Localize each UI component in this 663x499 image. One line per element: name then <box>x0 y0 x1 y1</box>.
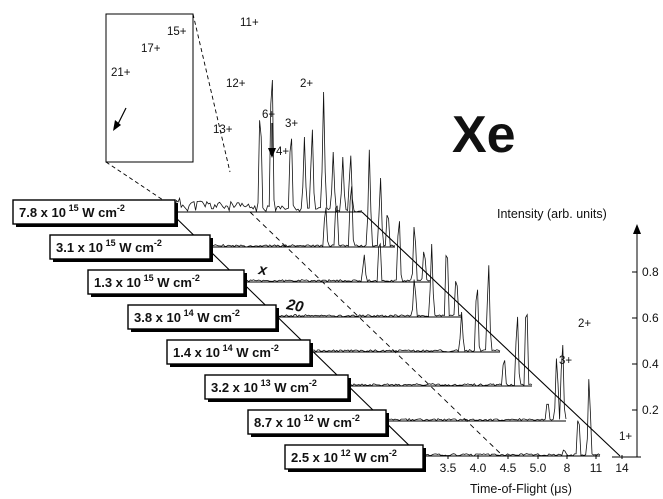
trace-marker-2: 20 <box>284 296 305 316</box>
peak-label-top-7: 2+ <box>300 78 313 90</box>
peak-label-bottom-1: 2+ <box>578 318 591 330</box>
spectrum-trace-5 <box>307 265 501 353</box>
y-tick-label-2: 0.4 <box>642 357 659 371</box>
peak-label-top-5: 3+ <box>285 118 298 130</box>
intensity-label-3: 1.3 x 10 15 W cm-2 <box>94 273 200 290</box>
spectrum-trace-4 <box>271 243 463 318</box>
inset-frame <box>105 13 194 163</box>
y-axis-arrow <box>633 224 641 234</box>
intensity-label-1: 7.8 x 10 15 W cm-2 <box>19 203 125 220</box>
label-box-4 <box>127 304 277 330</box>
intensity-label-6: 3.2 x 10 13 W cm-2 <box>211 378 317 395</box>
intensity-label-5: 1.4 x 10 14 W cm-2 <box>173 343 279 360</box>
label-box-3 <box>87 269 245 295</box>
inset-label-3: 15+ <box>167 26 187 38</box>
intensity-label-8: 2.5 x 10 12 W cm-2 <box>291 448 397 465</box>
x-tick-label-2: 4.0 <box>470 461 487 475</box>
x-tick-label-1: 3.5 <box>440 461 457 475</box>
spectrum-trace-6 <box>345 313 533 387</box>
peak-label-top-4: 6+ <box>262 109 275 121</box>
spectrum-trace-8 <box>419 379 601 457</box>
y-axis-title: Intensity (arb. units) <box>497 207 607 221</box>
x-tick-label-5: 8 <box>564 461 571 475</box>
x-tick-label-3: 4.5 <box>500 461 517 475</box>
label-box-1 <box>12 199 176 225</box>
intensity-label-7: 8.7 x 10 12 W cm-2 <box>254 413 360 430</box>
inset-label-2: 17+ <box>141 43 161 55</box>
intensity-label-4: 3.8 x 10 14 W cm-2 <box>134 308 240 325</box>
label-box-2 <box>49 234 211 260</box>
peak-label-top-6: 4+ <box>276 146 289 158</box>
peak-label-bottom-3: 1+ <box>619 431 632 443</box>
peak-arrow-head <box>268 148 276 158</box>
label-box-5 <box>166 339 311 365</box>
box-right-edge <box>361 211 621 457</box>
y-tick-label-3: 0.6 <box>642 311 659 325</box>
spectrum-trace-2 <box>211 149 396 248</box>
label-box-7 <box>247 409 387 435</box>
spectrum-trace-7 <box>381 344 567 422</box>
chart-frame <box>105 13 641 459</box>
inset-label-1: 21+ <box>111 67 131 79</box>
y-tick-label-4: 0.8 <box>642 265 659 279</box>
spectrum-trace-3 <box>235 221 431 283</box>
trace-marker-1: x <box>256 261 268 279</box>
peak-label-top-3: 13+ <box>213 124 233 136</box>
intensity-labels: 7.8 x 10 15 W cm-2 3.1 x 10 15 W cm-2 1.3 … <box>12 199 426 472</box>
x-tick-label-4: 5.0 <box>530 461 547 475</box>
x-axis-title: Time-of-Flight (μs) <box>470 482 572 496</box>
chart-text: Xe Intensity (arb. units) Time-of-Flight… <box>111 17 659 496</box>
intensity-label-2: 3.1 x 10 15 W cm-2 <box>56 238 162 255</box>
dashed-guide <box>249 211 504 457</box>
label-box-8 <box>284 444 424 470</box>
chart-title: Xe <box>452 106 516 164</box>
label-box-6 <box>204 374 349 400</box>
inset-arrow-head <box>113 120 121 131</box>
x-tick-label-6: 11 <box>590 461 603 475</box>
peak-label-bottom-2: 3+ <box>559 355 572 367</box>
inset-guide-right <box>192 13 231 173</box>
y-tick-label-1: 0.2 <box>642 403 659 417</box>
spectrum-trace-1 <box>169 79 363 213</box>
peak-label-top-1: 11+ <box>240 17 259 29</box>
x-tick-label-7: 14 <box>615 461 629 475</box>
peak-label-top-2: 12+ <box>226 78 246 90</box>
